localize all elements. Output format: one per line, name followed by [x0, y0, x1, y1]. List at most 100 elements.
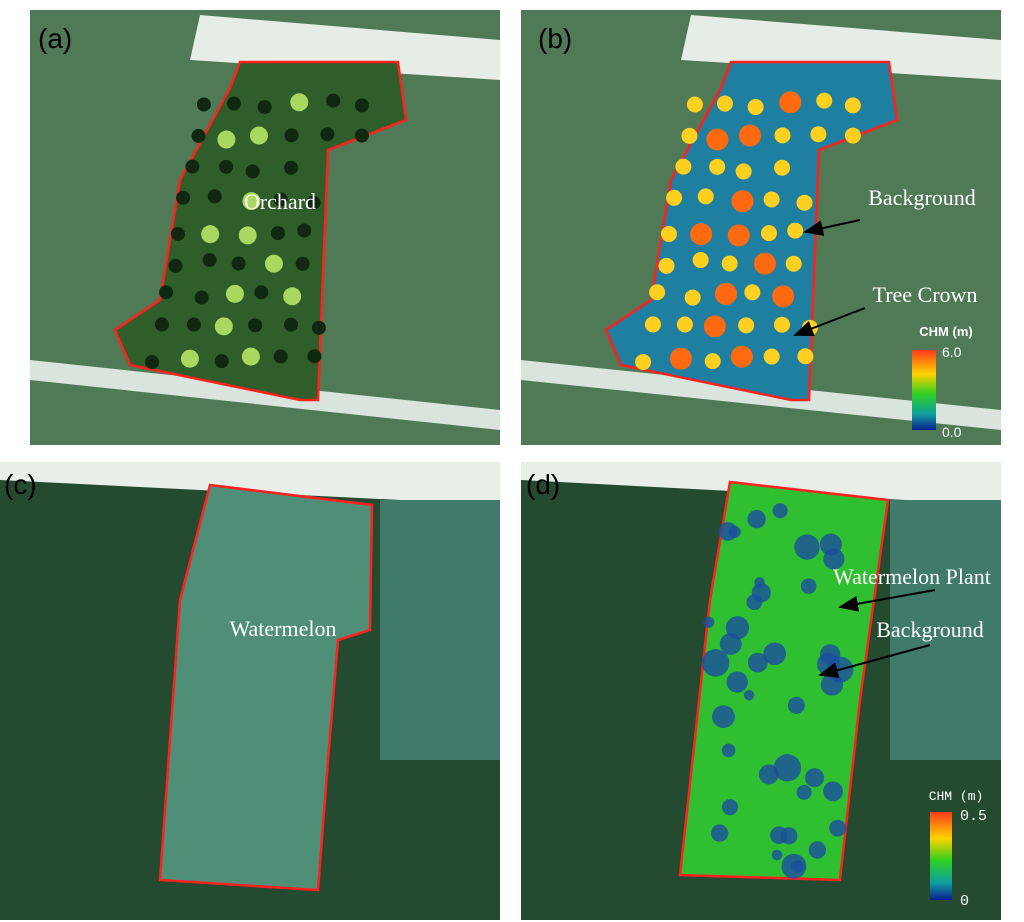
- texture: [284, 128, 299, 143]
- texture: [820, 644, 841, 665]
- texture: [306, 195, 321, 210]
- texture: [703, 616, 715, 628]
- texture: [753, 252, 776, 275]
- texture: [773, 754, 802, 782]
- texture: [320, 127, 335, 142]
- texture: [779, 91, 802, 114]
- texture: [201, 225, 220, 244]
- texture: [738, 124, 761, 147]
- texture: [214, 317, 233, 336]
- texture: [225, 284, 244, 303]
- panel-label: (d): [526, 469, 560, 500]
- texture: [273, 349, 288, 364]
- texture: [774, 159, 791, 176]
- texture: [735, 163, 752, 180]
- texture: [790, 860, 804, 873]
- texture: [714, 282, 737, 305]
- texture: [796, 784, 812, 800]
- texture: [744, 284, 761, 301]
- texture: [721, 255, 738, 272]
- texture: [684, 289, 701, 306]
- panel-d: [521, 462, 1001, 920]
- texture: [283, 287, 302, 306]
- texture: [297, 223, 312, 238]
- texture: [354, 98, 369, 113]
- texture: [763, 642, 786, 666]
- texture: [186, 317, 201, 332]
- texture: [823, 781, 843, 802]
- texture: [241, 347, 260, 366]
- texture: [180, 349, 199, 368]
- texture: [721, 743, 736, 758]
- texture: [780, 827, 798, 845]
- texture: [743, 690, 755, 701]
- texture: [816, 92, 833, 109]
- texture: [697, 188, 714, 205]
- texture: [797, 348, 814, 365]
- texture: [810, 126, 827, 143]
- texture: [217, 130, 236, 149]
- texture: [773, 316, 790, 333]
- texture: [191, 128, 206, 143]
- annotation: Orchard: [244, 189, 316, 214]
- annotation: Tree Crown: [873, 282, 978, 307]
- arrow: [838, 589, 936, 612]
- texture: [709, 158, 726, 175]
- panel-c: [0, 462, 500, 920]
- texture: [635, 354, 652, 371]
- texture: [690, 223, 713, 246]
- texture: [326, 93, 341, 108]
- texture: [706, 128, 729, 151]
- texture: [207, 189, 222, 204]
- texture: [660, 225, 677, 242]
- texture: [669, 347, 692, 370]
- panel-a: [30, 10, 500, 445]
- texture: [763, 348, 780, 365]
- texture: [273, 192, 288, 207]
- texture: [794, 534, 820, 560]
- colorbar: [912, 350, 936, 430]
- texture: [772, 285, 795, 308]
- arrow: [803, 219, 861, 236]
- texture: [829, 819, 847, 837]
- texture: [238, 226, 257, 245]
- texture: [731, 190, 754, 213]
- texture: [703, 315, 726, 338]
- annotation: Background: [876, 617, 984, 642]
- texture: [270, 226, 285, 241]
- texture: [823, 548, 845, 570]
- texture: [808, 841, 827, 859]
- texture: [727, 224, 750, 247]
- annotation: Background: [868, 185, 976, 210]
- arrow: [818, 644, 931, 678]
- colorbar-title: CHM (m): [919, 324, 972, 339]
- texture: [676, 316, 693, 333]
- arrow: [793, 307, 866, 336]
- texture: [704, 353, 721, 370]
- texture: [760, 225, 777, 242]
- texture: [248, 318, 263, 333]
- texture: [747, 652, 768, 673]
- colorbar-max: 6.0: [942, 344, 962, 360]
- panel-b: [521, 10, 1001, 445]
- texture: [257, 100, 272, 115]
- texture: [170, 226, 185, 241]
- texture: [675, 158, 692, 175]
- texture: [746, 594, 763, 611]
- texture: [658, 257, 675, 274]
- texture: [145, 355, 160, 370]
- texture: [214, 354, 229, 369]
- texture: [711, 824, 729, 842]
- annotation: Watermelon: [230, 616, 337, 641]
- texture: [738, 317, 755, 334]
- texture: [712, 705, 735, 728]
- texture: [226, 96, 241, 111]
- texture: [219, 159, 234, 174]
- texture: [785, 255, 802, 272]
- texture: [284, 160, 299, 175]
- texture: [747, 99, 764, 116]
- texture: [763, 191, 780, 208]
- texture: [185, 159, 200, 174]
- texture: [728, 525, 741, 539]
